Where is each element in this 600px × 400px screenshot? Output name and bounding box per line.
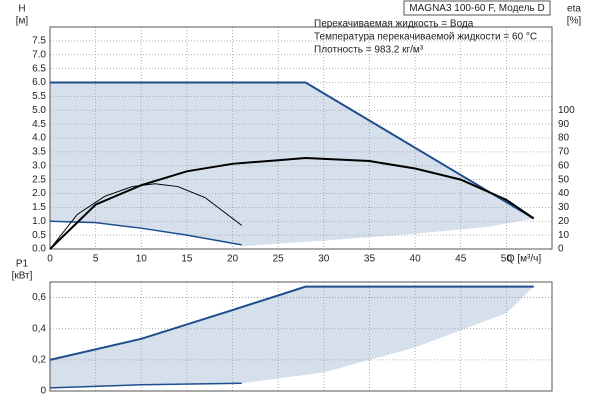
annotation: Температура перекачиваемой жидкости = 60… [314,32,537,43]
plot-frame [49,26,553,250]
y2-tick-label: 100 [558,105,575,116]
y2-tick-label: 50 [558,174,570,185]
y-axis-unit: [кВт] [12,271,33,282]
y-tick-label: 5.5 [32,91,46,102]
x-axis-label: Q [м³/ч] [507,254,542,265]
curve [49,183,242,250]
y-tick-label: 0.0 [32,244,46,255]
y-tick-label: 3.5 [32,147,46,158]
y-tick-label: 0,4 [32,323,46,334]
y-tick-label: 0,2 [32,354,46,365]
x-tick-label: 30 [318,254,330,265]
y2-tick-label: 70 [558,147,570,158]
chart-title: MAGNA3 100-60 F, Модель D [409,3,544,14]
y2-tick-label: 10 [558,230,570,241]
operating-region [50,82,534,247]
y-tick-label: 6.0 [32,77,46,88]
curve [49,220,242,246]
y2-axis-label: eta [567,4,581,15]
x-tick-label: 25 [273,254,285,265]
x-tick-label: 45 [455,254,467,265]
y-axis-label: H [18,4,25,15]
y-tick-label: 4.5 [32,119,46,130]
y-tick-label: 0,6 [32,292,46,303]
y2-tick-label: 20 [558,216,570,227]
x-tick-label: 20 [227,254,239,265]
x-tick-label: 5 [93,254,99,265]
y2-tick-label: 0 [558,244,564,255]
y-tick-label: 7.5 [32,36,46,47]
y2-tick-label: 60 [558,160,570,171]
y-tick-label: 0.5 [32,230,46,241]
y-tick-label: 2.0 [32,188,46,199]
y-tick-label: 0 [40,386,46,397]
y-axis-unit: [м] [16,16,29,27]
curve [49,156,535,250]
title-box [403,0,551,16]
operating-region [50,286,534,388]
y-tick-label: 2.5 [32,174,46,185]
y2-tick-label: 30 [558,202,570,213]
y-tick-label: 1.5 [32,202,46,213]
curve [49,285,534,361]
x-tick-label: 40 [410,254,422,265]
y-tick-label: 7.0 [32,49,46,60]
y-tick-label: 5.0 [32,105,46,116]
y-tick-label: 1.0 [32,216,46,227]
x-tick-label: 15 [181,254,193,265]
y-axis-label: P1 [16,259,29,270]
annotation: Плотность = 983.2 кг/м³ [314,45,424,56]
y-tick-label: 6.5 [32,63,46,74]
curve [50,81,535,220]
x-tick-label: 50 [501,254,513,265]
y2-axis-unit: [%] [567,16,582,27]
y2-tick-label: 90 [558,119,570,130]
y-tick-label: 4.0 [32,133,46,144]
x-tick-label: 10 [136,254,148,265]
curve [49,382,242,389]
y-tick-label: 3.0 [32,160,46,171]
x-tick-label: 0 [47,254,53,265]
annotation: Перекачиваемая жидкость = Вода [314,19,474,30]
y2-tick-label: 40 [558,188,570,199]
y2-tick-label: 80 [558,133,570,144]
x-tick-label: 35 [364,254,376,265]
plot-frame [49,281,553,392]
